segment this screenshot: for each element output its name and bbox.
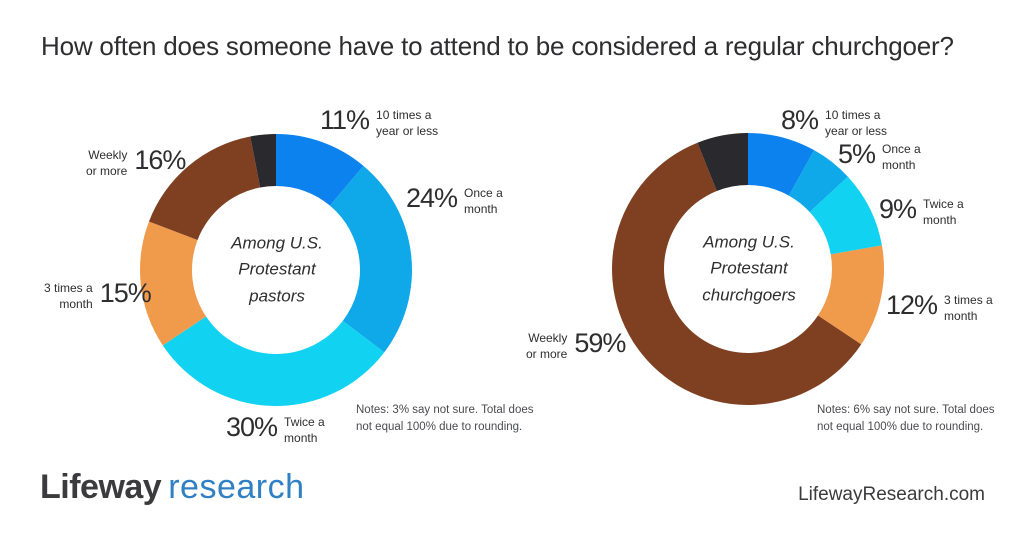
segment-name: Once a month [882,142,921,173]
segment-pct: 30% [226,412,278,442]
donut-segment-weekly-or-more [612,142,862,405]
segment-name: 10 times a year or less [376,108,438,139]
donut-segment-10-times-a-year-or-less [276,134,364,206]
donut-chart-pastors [140,134,412,406]
segment-name-line: Once a [882,142,921,156]
segment-label-churchgoers-3-times-a-month: 12% 3 times a month [886,292,993,324]
segment-name: Twice a month [284,415,325,446]
segment-name-line: Twice a [923,197,964,211]
donut-segment-once-a-month [788,150,848,213]
segment-name: 10 times a year or less [825,108,887,139]
segment-pct: 12% [886,290,938,320]
donut-segment-3-times-a-month [140,221,207,346]
donut-segment-10-times-a-year-or-less [748,133,815,196]
segment-name: Twice a month [923,197,964,228]
segment-label-pastors-10-times: 11% 10 times a year or less [320,107,438,139]
segment-name: Once a month [464,186,503,217]
donut-segment-twice-a-month [162,316,385,406]
center-line: Protestant [238,259,316,279]
center-line: pastors [249,286,305,306]
center-line: churchgoers [702,285,796,305]
note-line: Notes: 3% say not sure. Total does [356,404,534,416]
website-url: LifewayResearch.com [798,484,985,505]
segment-label-pastors-weekly-or-more: Weekly or more 16% [86,145,186,179]
note-line: not equal 100% due to rounding. [356,421,523,434]
segment-pct: 15% [99,278,152,308]
segment-label-churchgoers-10-times: 8% 10 times a year or less [781,107,887,139]
center-line: Among U.S. [231,233,323,253]
logo-research: research [168,468,305,506]
chart-center-label-pastors: Among U.S. Protestant pastors [231,230,323,309]
segment-name-line: 10 times a [376,108,432,122]
page-title: How often does someone have to attend to… [41,31,954,61]
segment-name: Weekly or more [526,331,567,362]
note-line: not equal 100% due to rounding. [817,421,984,434]
segment-name-line: 3 times a [44,281,93,295]
segment-pct: 59% [574,328,626,358]
chart-note-churchgoers: Notes: 6% say not sure. Total does not e… [817,402,995,437]
segment-name-line: month [882,157,916,172]
segment-name: 3 times a month [44,281,93,312]
donut-segment-not-sure [250,134,276,188]
logo-lifeway: Lifeway [40,468,162,506]
segment-label-pastors-3-times-a-month: 3 times a month 15% [44,278,152,312]
segment-name-line: Weekly [528,331,568,345]
donut-segment-twice-a-month [809,176,882,255]
segment-name-line: year or less [376,123,439,138]
chart-note-pastors: Notes: 3% say not sure. Total does not e… [356,402,534,437]
segment-name-line: 3 times a [944,293,993,307]
donut-chart-churchgoers [612,133,884,405]
segment-name-line: 10 times a [825,108,881,122]
segment-name-line: or more [86,163,128,178]
segment-name-line: month [284,430,318,445]
segment-name-line: month [59,296,93,311]
note-line: Notes: 6% say not sure. Total does [817,404,995,416]
segment-pct: 24% [406,183,458,213]
chart-center-label-churchgoers: Among U.S. Protestant churchgoers [702,229,796,308]
segment-name-line: or more [526,346,568,361]
segment-name-line: month [944,308,978,323]
segment-label-churchgoers-twice-a-month: 9% Twice a month [879,196,964,228]
segment-pct: 16% [134,145,186,175]
segment-label-churchgoers-weekly-or-more: Weekly or more 59% [526,328,626,362]
center-line: Protestant [710,258,788,278]
segment-pct: 9% [879,194,917,224]
segment-pct: 8% [781,105,819,135]
segment-name: 3 times a month [944,293,993,324]
segment-name-line: Once a [464,186,503,200]
segment-name-line: Twice a [284,415,325,429]
segment-name-line: month [464,201,498,216]
segment-name: Weekly or more [86,148,127,179]
segment-name-line: year or less [825,123,888,138]
segment-name-line: Weekly [88,148,128,162]
donut-segment-weekly-or-more [148,136,261,241]
donut-segment-3-times-a-month [817,245,884,345]
segment-pct: 11% [320,105,370,135]
center-line: Among U.S. [703,232,795,252]
lifeway-research-logo: Lifeway research [40,468,305,507]
segment-label-pastors-twice-a-month: 30% Twice a month [226,414,325,446]
donut-segment-not-sure [697,133,748,192]
donut-segment-once-a-month [329,165,412,353]
segment-label-churchgoers-once-a-month: 5% Once a month [838,141,921,173]
segment-pct: 5% [838,139,876,169]
segment-label-pastors-once-a-month: 24% Once a month [406,185,503,217]
segment-name-line: month [923,212,957,227]
